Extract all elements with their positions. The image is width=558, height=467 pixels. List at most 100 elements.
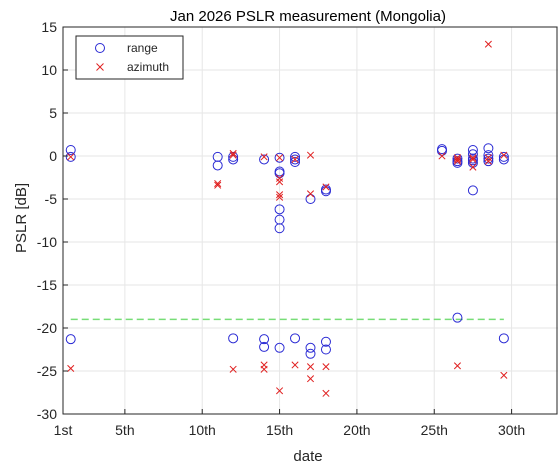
legend-azimuth-label: azimuth: [127, 60, 169, 74]
y-tick-label: 0: [49, 148, 57, 164]
range-point: [467, 185, 478, 196]
azimuth-point: [438, 152, 446, 160]
range-point: [483, 150, 494, 161]
range-point: [228, 333, 239, 344]
range-point: [274, 204, 285, 215]
azimuth-point: [260, 365, 268, 373]
legend: range azimuth: [75, 35, 184, 80]
range-point: [498, 151, 509, 162]
azimuth-point: [67, 153, 75, 161]
range-point: [259, 334, 270, 345]
range-point: [467, 155, 478, 166]
range-point: [290, 157, 301, 168]
azimuth-point: [214, 179, 222, 188]
y-tick-label: -20: [37, 320, 57, 336]
azimuth-point: [276, 191, 284, 199]
azimuth-point: [276, 193, 284, 201]
y-tick-label: 15: [41, 19, 57, 35]
azimuth-point: [469, 155, 477, 163]
range-point: [65, 334, 76, 345]
y-tick-label: 10: [41, 62, 57, 78]
y-tick-label: -15: [37, 277, 57, 293]
y-tick-label: -25: [37, 363, 57, 379]
azimuth-point: [469, 163, 477, 171]
azimuth-point: [322, 389, 330, 397]
x-tick-label: 30th: [498, 422, 525, 438]
azimuth-point: [306, 363, 315, 371]
azimuth-point: [484, 154, 492, 162]
x-tick-label: 25th: [421, 422, 448, 438]
azimuth-point: [453, 155, 462, 163]
x-tick-label: 15th: [266, 422, 293, 438]
x-tick-label: 1st: [54, 422, 73, 438]
y-tick-label: -30: [37, 406, 57, 422]
range-point: [436, 144, 447, 155]
range-point: [65, 144, 76, 155]
azimuth-point: [453, 157, 462, 165]
range-point: [452, 153, 463, 164]
azimuth-series: [67, 40, 508, 397]
range-point: [452, 312, 463, 323]
azimuth-point: [306, 375, 315, 383]
x-tick-labels: 1st 5th 10th 15th 20th 25th 30th: [54, 422, 526, 438]
azimuth-point: [276, 174, 284, 182]
plot-area-border: [62, 26, 558, 415]
azimuth-point: [67, 364, 75, 372]
range-point: [483, 153, 494, 164]
legend-range-marker: [95, 43, 105, 53]
azimuth-point: [276, 178, 284, 186]
range-point: [483, 156, 494, 167]
azimuth-point: [306, 151, 315, 159]
range-point: [498, 333, 509, 344]
azimuth-point: [306, 190, 315, 198]
azimuth-point: [229, 151, 237, 159]
range-point: [259, 154, 270, 165]
legend-range-label: range: [127, 41, 158, 55]
azimuth-point: [276, 154, 284, 162]
azimuth-point: [260, 153, 268, 161]
azimuth-point: [500, 151, 508, 159]
azimuth-point: [484, 40, 492, 48]
azimuth-point: [322, 363, 330, 371]
azimuth-point: [229, 365, 237, 373]
x-tick-label: 10th: [189, 422, 216, 438]
y-tick-labels: 15 10 5 0 -5 -10 -15 -20 -25 -30: [37, 19, 57, 422]
range-point: [305, 348, 316, 359]
x-tick-label: 5th: [115, 422, 134, 438]
azimuth-point: [469, 154, 477, 162]
y-tick-label: 5: [49, 105, 57, 121]
range-point: [274, 152, 285, 163]
azimuth-point: [453, 154, 462, 162]
range-point: [212, 160, 223, 171]
tick-marks: [62, 26, 513, 415]
legend-box: [75, 35, 184, 80]
azimuth-point: [229, 149, 237, 157]
azimuth-point: [484, 157, 492, 165]
x-tick-label: 20th: [343, 422, 370, 438]
azimuth-point: [322, 183, 330, 191]
range-point: [483, 143, 494, 154]
range-point: [259, 341, 270, 352]
range-point: [320, 344, 331, 355]
chart-title: Jan 2026 PSLR measurement (Mongolia): [170, 8, 446, 25]
azimuth-point: [500, 371, 508, 379]
y-axis-label: PSLR [dB]: [13, 183, 30, 253]
legend-azimuth-marker: [96, 63, 104, 71]
azimuth-point: [291, 361, 299, 369]
x-axis-label: date: [293, 448, 322, 465]
range-point: [65, 151, 76, 162]
range-point: [290, 154, 301, 165]
y-tick-label: -5: [45, 191, 58, 207]
range-point: [305, 342, 316, 353]
range-point: [274, 223, 285, 234]
range-point: [274, 342, 285, 353]
azimuth-point: [291, 155, 299, 163]
azimuth-point: [214, 181, 222, 189]
range-point: [228, 151, 239, 162]
y-tick-label: -10: [37, 234, 57, 250]
azimuth-point: [453, 362, 462, 370]
range-point: [320, 336, 331, 347]
range-point: [290, 333, 301, 344]
azimuth-point: [276, 387, 284, 395]
